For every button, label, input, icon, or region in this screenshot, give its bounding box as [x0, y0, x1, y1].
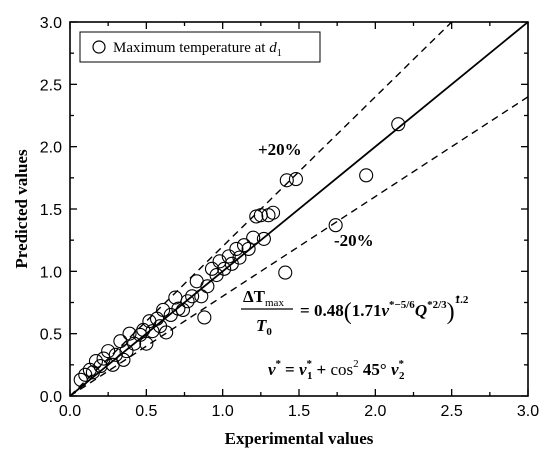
data-point: [119, 344, 134, 359]
data-point: [78, 367, 93, 382]
q-dot: [456, 295, 460, 299]
data-point: [288, 172, 303, 187]
legend-label: Maximum temperature at d1: [113, 40, 282, 59]
y-tick-label: 1.0: [40, 264, 62, 281]
data-point: [156, 302, 171, 318]
data-point: [265, 205, 281, 220]
data-point: [200, 279, 215, 294]
y-tick-label: 0.0: [40, 389, 62, 406]
eq2-text: v* = v* 1 + cos2 45° v* 2: [268, 352, 405, 382]
axis-ticks: [69, 21, 529, 397]
data-point: [253, 208, 268, 223]
data-point: [139, 336, 154, 351]
y-tick-label: 2.0: [40, 140, 62, 157]
x-tick-label: 1.0: [212, 403, 234, 420]
y-tick-label: 3.0: [40, 15, 62, 32]
data-point: [88, 354, 104, 369]
y-tick-labels: 0.0 0.5 1.0 1.5 2.0 2.5 3.0: [40, 15, 62, 406]
data-point: [236, 238, 252, 253]
legend-box: [79, 31, 321, 63]
eq1-denominator: T0: [256, 316, 272, 338]
x-axis-title: Experimental values: [225, 429, 374, 448]
data-point: [246, 230, 261, 245]
x-tick-label: 2.0: [364, 403, 386, 420]
data-point: [93, 359, 108, 374]
eq1-numerator: ΔTmax: [243, 287, 284, 309]
data-point: [221, 249, 236, 264]
data-points: [73, 117, 406, 387]
data-point: [229, 241, 244, 256]
data-point: [217, 261, 232, 276]
x-tick-label: 1.5: [288, 403, 310, 420]
y-tick-label: 2.5: [40, 77, 62, 94]
x-tick-label: 0.0: [59, 403, 81, 420]
data-point: [159, 325, 174, 340]
equation-2: v* = v* 1 + cos2 45° v* 2: [268, 352, 405, 382]
data-point: [391, 117, 406, 132]
x-tick-labels: 0.0 0.5 1.0 1.5 2.0 2.5 3.0: [59, 403, 539, 420]
data-point: [278, 265, 293, 280]
eq1-rhs: = 0.48(1.71v*−5/6Q*2/3)1.2: [300, 294, 469, 325]
data-point: [116, 352, 131, 367]
legend-marker: [92, 40, 106, 54]
data-point: [149, 311, 165, 326]
equation-1: ΔTmax T0 = 0.48(1.71v*−5/6Q*2/3)1.2: [241, 287, 469, 338]
data-point: [145, 324, 160, 339]
data-point: [256, 231, 271, 246]
data-point: [136, 322, 151, 337]
data-point: [175, 302, 191, 318]
data-point: [232, 250, 247, 265]
data-point: [101, 344, 116, 359]
data-point: [359, 168, 374, 183]
y-tick-label: 0.5: [40, 327, 62, 344]
x-tick-label: 3.0: [517, 403, 539, 420]
data-point: [197, 310, 212, 325]
x-tick-label: 0.5: [135, 403, 157, 420]
x-tick-label: 2.5: [441, 403, 463, 420]
reference-line-0: [70, 22, 528, 396]
plus20-label: +20%: [258, 140, 302, 159]
data-point: [279, 173, 294, 188]
data-point: [113, 334, 128, 349]
y-tick-label: 1.5: [40, 202, 62, 219]
data-point: [194, 289, 209, 304]
data-point: [108, 347, 123, 362]
data-point: [185, 289, 200, 304]
data-point: [73, 372, 88, 387]
legend: Maximum temperature at d1: [79, 31, 321, 63]
data-point: [249, 209, 264, 224]
data-point: [328, 218, 343, 233]
data-point: [180, 294, 195, 309]
minus20-label: -20%: [334, 231, 374, 250]
y-axis-title: Predicted values: [12, 149, 31, 269]
data-point: [122, 326, 137, 341]
